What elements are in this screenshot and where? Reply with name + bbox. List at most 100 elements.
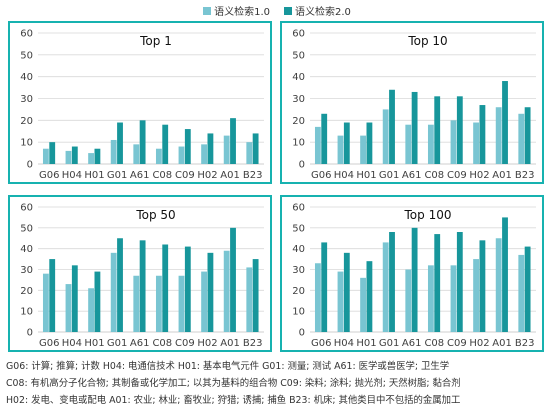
legend-swatch-series2 <box>284 7 292 15</box>
bar-1-G01 <box>111 253 117 332</box>
bar-1-B23 <box>518 255 524 332</box>
bar-1-G06 <box>43 149 49 164</box>
y-tick-label: 40 <box>292 244 305 255</box>
x-tick-label: C09 <box>175 338 195 349</box>
bar-2-A61 <box>140 120 146 164</box>
x-tick-label: G01 <box>379 170 399 181</box>
footnote-line-3: H02: 发电、变电或配电 A01: 农业; 林业; 畜牧业; 狩猎; 诱捕; … <box>6 392 550 409</box>
x-tick-label: A01 <box>220 170 240 181</box>
bar-2-C09 <box>457 96 463 164</box>
bar-1-C09 <box>451 120 457 164</box>
bar-2-C08 <box>162 125 168 164</box>
bar-1-H02 <box>473 123 479 164</box>
bar-2-A61 <box>140 240 146 332</box>
x-tick-label: A61 <box>130 338 150 349</box>
bar-1-H01 <box>88 153 94 164</box>
x-tick-label: G01 <box>379 338 399 349</box>
x-tick-label: H01 <box>84 338 104 349</box>
bar-2-G01 <box>389 90 395 164</box>
x-tick-label: C08 <box>152 338 172 349</box>
bar-2-C08 <box>434 234 440 332</box>
bar-2-A61 <box>412 92 418 164</box>
x-tick-label: G06 <box>39 170 59 181</box>
footnote-line-2: C08: 有机高分子化合物; 其制备或化学加工; 以其为基料的组合物 C09: … <box>6 375 550 392</box>
legend-label-series2: 语义检索2.0 <box>295 3 351 18</box>
bar-1-H02 <box>201 272 207 332</box>
bar-2-H01 <box>95 272 101 332</box>
bar-1-A61 <box>405 125 411 164</box>
x-tick-label: A61 <box>402 338 422 349</box>
x-tick-label: A01 <box>220 338 240 349</box>
x-tick-label: H02 <box>197 338 217 349</box>
chart-panel-top50: 0102030405060Top 50G06H04H01G01A61C08C09… <box>8 195 272 352</box>
chart-title: Top 100 <box>404 208 452 222</box>
chart-panel-top100: 0102030405060Top 100G06H04H01G01A61C08C0… <box>280 195 544 352</box>
category-footnotes: G06: 计算; 推算; 计数 H04: 电通信技术 H01: 基本电气元件 G… <box>6 358 550 409</box>
bar-1-C08 <box>156 276 162 332</box>
bar-1-B23 <box>246 267 252 332</box>
y-tick-label: 30 <box>20 265 33 276</box>
bar-2-H01 <box>367 261 373 332</box>
y-tick-label: 60 <box>20 203 33 214</box>
bar-1-G01 <box>383 242 389 332</box>
bar-2-H04 <box>72 265 78 332</box>
bar-2-A61 <box>412 228 418 332</box>
bar-2-B23 <box>253 259 259 332</box>
bar-2-G06 <box>49 142 55 164</box>
chart-legend: 语义检索1.0 语义检索2.0 <box>0 3 554 18</box>
x-tick-label: A01 <box>492 170 512 181</box>
bar-1-A61 <box>133 144 139 164</box>
bar-1-B23 <box>246 142 252 164</box>
bar-2-H04 <box>344 123 350 164</box>
chart-title: Top 1 <box>139 34 172 48</box>
x-tick-label: H01 <box>356 338 376 349</box>
x-tick-label: G06 <box>311 338 331 349</box>
x-tick-label: C08 <box>152 170 172 181</box>
bar-1-H04 <box>66 151 72 164</box>
legend-label-series1: 语义检索1.0 <box>214 3 270 18</box>
y-tick-label: 0 <box>299 160 305 171</box>
y-tick-label: 50 <box>20 223 33 234</box>
bar-1-A01 <box>496 107 502 164</box>
bar-2-H02 <box>480 240 486 332</box>
bar-2-A01 <box>502 81 508 164</box>
x-tick-label: G01 <box>107 170 127 181</box>
bar-1-B23 <box>518 114 524 164</box>
bar-1-H01 <box>88 288 94 332</box>
x-tick-label: B23 <box>515 338 535 349</box>
y-tick-label: 50 <box>292 50 305 61</box>
y-tick-label: 0 <box>27 160 33 171</box>
bar-2-H01 <box>367 123 373 164</box>
bar-2-H02 <box>208 253 214 332</box>
bar-1-A01 <box>224 136 230 164</box>
y-tick-label: 40 <box>292 72 305 83</box>
bar-1-A61 <box>405 270 411 333</box>
bar-1-G01 <box>111 140 117 164</box>
legend-swatch-series1 <box>203 7 211 15</box>
x-tick-label: G06 <box>39 338 59 349</box>
bar-2-H01 <box>95 149 101 164</box>
bar-2-G01 <box>117 238 123 332</box>
chart-svg-top100: 0102030405060Top 100G06H04H01G01A61C08C0… <box>282 197 546 354</box>
x-tick-label: A01 <box>492 338 512 349</box>
y-tick-label: 20 <box>20 286 33 297</box>
chart-svg-top50: 0102030405060Top 50G06H04H01G01A61C08C09… <box>10 197 274 354</box>
bar-2-C08 <box>162 245 168 333</box>
bar-2-C09 <box>185 247 191 332</box>
y-tick-label: 40 <box>20 72 33 83</box>
y-tick-label: 60 <box>20 29 33 40</box>
y-tick-label: 20 <box>292 286 305 297</box>
x-tick-label: C09 <box>175 170 195 181</box>
y-tick-label: 20 <box>292 116 305 127</box>
y-tick-label: 10 <box>20 307 33 318</box>
y-tick-label: 0 <box>27 328 33 339</box>
y-tick-label: 60 <box>292 203 305 214</box>
x-tick-label: H02 <box>469 170 489 181</box>
bar-1-G06 <box>43 274 49 332</box>
x-tick-label: C08 <box>424 338 444 349</box>
bar-2-C09 <box>457 232 463 332</box>
footnote-line-1: G06: 计算; 推算; 计数 H04: 电通信技术 H01: 基本电气元件 G… <box>6 358 550 375</box>
y-tick-label: 40 <box>20 244 33 255</box>
y-tick-label: 30 <box>292 265 305 276</box>
bar-2-G06 <box>321 114 327 164</box>
